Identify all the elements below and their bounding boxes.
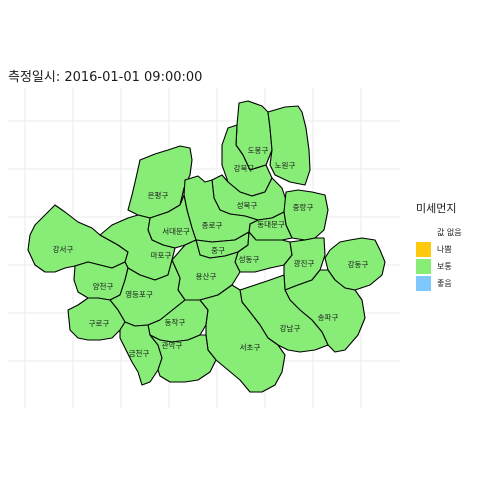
- legend-title: 미세먼지: [416, 202, 457, 215]
- legend-swatch-normal: [416, 259, 431, 274]
- district-label-3: 은평구: [148, 190, 169, 200]
- district-label-4: 성북구: [237, 201, 258, 210]
- district-label-1: 노원구: [275, 161, 296, 170]
- district-label-19: 동작구: [165, 317, 186, 327]
- district-label-9: 강서구: [53, 244, 74, 254]
- district-label-15: 용산구: [196, 271, 217, 281]
- district-label-21: 강남구: [280, 323, 301, 333]
- district-1: [267, 105, 311, 186]
- district-label-13: 광진구: [294, 258, 315, 268]
- district-label-23: 금천구: [129, 348, 150, 358]
- legend-item-bad: 나쁨: [416, 241, 462, 258]
- legend-swatch-bad: [416, 242, 431, 257]
- district-10: [99, 214, 176, 281]
- legend-label-none: 값 없음: [437, 228, 462, 237]
- district-label-22: 서초구: [240, 343, 261, 352]
- district-label-17: 영등포구: [125, 289, 153, 299]
- district-label-24: 관악구: [162, 340, 183, 350]
- legend-label-normal: 보통: [437, 262, 452, 271]
- legend-label-good: 좋음: [437, 279, 452, 288]
- legend-swatch-good: [416, 276, 431, 291]
- district-24: [149, 334, 217, 383]
- districts-layer: [27, 100, 386, 393]
- district-label-8: 서대문구: [162, 227, 190, 236]
- district-label-7: 종로구: [202, 221, 223, 230]
- legend-item-none: 값 없음: [416, 224, 462, 241]
- district-label-18: 구로구: [89, 319, 110, 328]
- district-label-12: 성동구: [239, 255, 260, 264]
- district-label-11: 중구: [211, 246, 225, 255]
- plot-title: 측정일시: 2016-01-01 09:00:00: [8, 70, 203, 85]
- legend: 미세먼지 값 없음 나쁨 보통 좋음: [416, 200, 462, 292]
- district-label-16: 양천구: [93, 281, 114, 291]
- legend-item-good: 좋음: [416, 275, 462, 292]
- district-label-10: 마포구: [151, 251, 172, 260]
- district-5: [283, 189, 329, 241]
- district-label-6: 동대문구: [257, 220, 285, 229]
- legend-label-bad: 나쁨: [437, 245, 452, 254]
- district-label-2: 강북구: [234, 163, 255, 173]
- legend-swatch-none: [416, 225, 431, 240]
- district-3: [127, 145, 193, 219]
- legend-item-normal: 보통: [416, 258, 462, 275]
- district-label-0: 도봉구: [248, 146, 269, 155]
- district-label-20: 송파구: [318, 313, 339, 322]
- district-label-14: 강동구: [348, 259, 369, 269]
- district-label-5: 중랑구: [293, 203, 314, 212]
